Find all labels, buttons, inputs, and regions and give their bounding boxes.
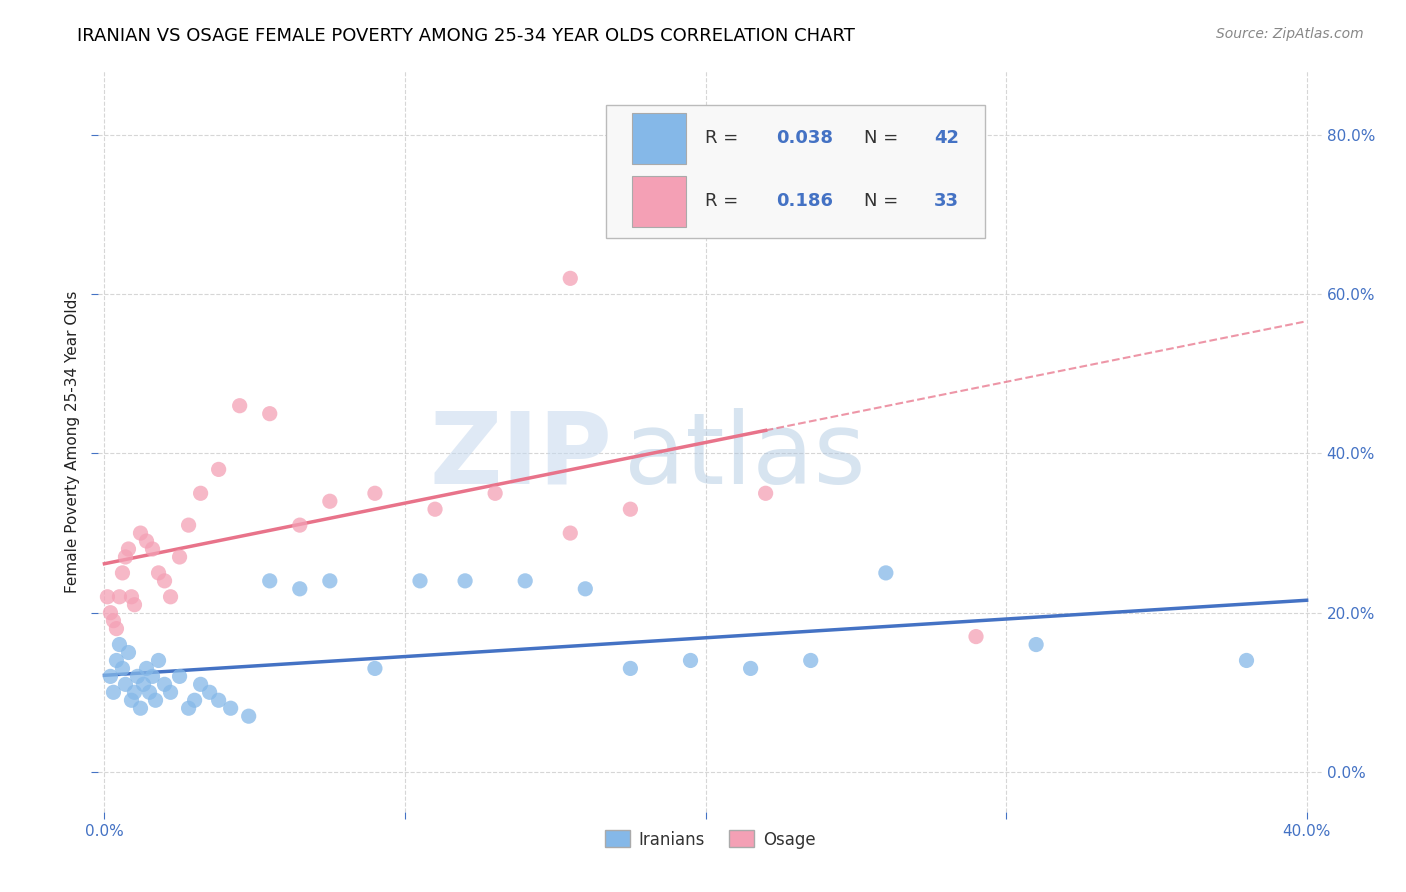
Point xyxy=(454,574,477,588)
Text: 0.038: 0.038 xyxy=(776,129,834,147)
Point xyxy=(124,598,146,612)
Point xyxy=(114,677,136,691)
Text: ZIP: ZIP xyxy=(429,408,612,505)
Point xyxy=(198,685,221,699)
Point xyxy=(965,630,987,644)
Point xyxy=(111,661,134,675)
Text: 42: 42 xyxy=(934,129,959,147)
Point xyxy=(141,541,163,556)
Point xyxy=(190,486,212,500)
Point xyxy=(177,701,200,715)
Point xyxy=(117,541,139,556)
Point xyxy=(127,669,149,683)
Point xyxy=(574,582,596,596)
Point xyxy=(1236,653,1258,667)
Legend: Iranians, Osage: Iranians, Osage xyxy=(598,823,823,855)
Point xyxy=(124,685,146,699)
Point xyxy=(148,653,170,667)
Point xyxy=(679,653,702,667)
Point xyxy=(288,582,311,596)
Point xyxy=(159,590,181,604)
Text: N =: N = xyxy=(865,129,904,147)
Point xyxy=(108,590,131,604)
Point xyxy=(190,677,212,691)
Point xyxy=(259,574,281,588)
Point xyxy=(409,574,432,588)
Point xyxy=(141,669,163,683)
Point xyxy=(259,407,281,421)
Point xyxy=(800,653,823,667)
Point xyxy=(484,486,506,500)
Point xyxy=(111,566,134,580)
Point xyxy=(100,669,122,683)
Text: N =: N = xyxy=(865,193,904,211)
FancyBboxPatch shape xyxy=(631,112,686,164)
Text: Source: ZipAtlas.com: Source: ZipAtlas.com xyxy=(1216,27,1364,41)
Point xyxy=(153,677,176,691)
Point xyxy=(96,590,118,604)
Point xyxy=(177,518,200,533)
Point xyxy=(169,669,191,683)
Point xyxy=(208,462,231,476)
Point xyxy=(875,566,897,580)
Point xyxy=(129,701,152,715)
Point xyxy=(288,518,311,533)
Point xyxy=(121,590,143,604)
Point xyxy=(153,574,176,588)
Point xyxy=(103,614,125,628)
Text: IRANIAN VS OSAGE FEMALE POVERTY AMONG 25-34 YEAR OLDS CORRELATION CHART: IRANIAN VS OSAGE FEMALE POVERTY AMONG 25… xyxy=(77,27,855,45)
Point xyxy=(219,701,242,715)
Point xyxy=(105,622,128,636)
Point xyxy=(169,549,191,564)
Point xyxy=(364,486,387,500)
Point xyxy=(114,549,136,564)
Point xyxy=(904,168,927,182)
Text: 0.186: 0.186 xyxy=(776,193,834,211)
Point xyxy=(755,486,778,500)
Point xyxy=(135,661,157,675)
FancyBboxPatch shape xyxy=(631,176,686,227)
Point xyxy=(238,709,260,723)
Point xyxy=(129,526,152,541)
Point xyxy=(1025,638,1047,652)
Point xyxy=(108,638,131,652)
Point xyxy=(515,574,537,588)
Point xyxy=(560,271,582,285)
Point xyxy=(103,685,125,699)
Point xyxy=(619,502,641,516)
Point xyxy=(423,502,446,516)
Point xyxy=(183,693,205,707)
Point xyxy=(132,677,155,691)
Point xyxy=(145,693,167,707)
Point xyxy=(117,646,139,660)
Point xyxy=(148,566,170,580)
Text: atlas: atlas xyxy=(624,408,866,505)
Point xyxy=(135,534,157,549)
Point xyxy=(619,661,641,675)
Point xyxy=(228,399,250,413)
Point xyxy=(319,574,342,588)
Point xyxy=(364,661,387,675)
Point xyxy=(740,661,762,675)
Point xyxy=(105,653,128,667)
Text: 33: 33 xyxy=(934,193,959,211)
Point xyxy=(138,685,160,699)
Point xyxy=(208,693,231,707)
FancyBboxPatch shape xyxy=(606,104,986,238)
Text: R =: R = xyxy=(706,193,744,211)
Y-axis label: Female Poverty Among 25-34 Year Olds: Female Poverty Among 25-34 Year Olds xyxy=(65,291,80,592)
Text: R =: R = xyxy=(706,129,744,147)
Point xyxy=(121,693,143,707)
Point xyxy=(560,526,582,541)
Point xyxy=(100,606,122,620)
Point xyxy=(159,685,181,699)
Point xyxy=(319,494,342,508)
